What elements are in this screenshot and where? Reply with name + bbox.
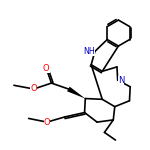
Text: NH: NH	[83, 47, 95, 56]
Text: O: O	[30, 84, 37, 93]
Text: O: O	[44, 118, 50, 127]
Text: O: O	[43, 64, 50, 73]
Text: N: N	[118, 76, 124, 85]
Polygon shape	[67, 87, 85, 99]
